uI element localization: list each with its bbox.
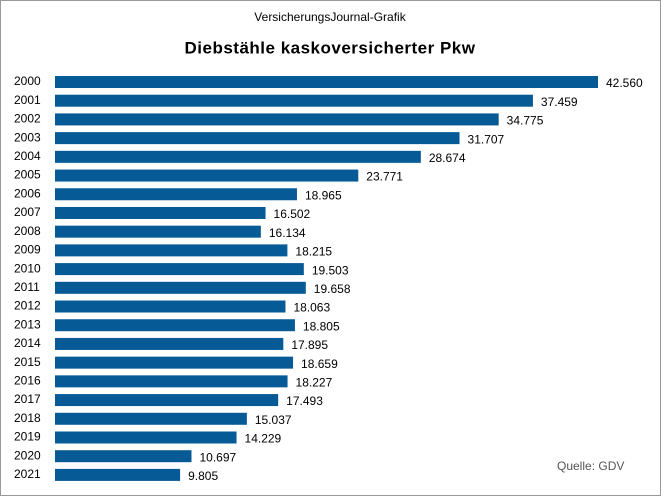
value-label: 9.805 (188, 469, 218, 483)
value-label: 18.965 (305, 188, 342, 202)
y-tick-label: 2015 (14, 355, 41, 369)
bar (55, 431, 237, 444)
bar (55, 375, 288, 388)
bar (55, 150, 421, 163)
y-tick-label: 2012 (14, 299, 41, 313)
value-label: 17.493 (286, 394, 323, 408)
value-label: 19.503 (312, 263, 349, 277)
bar (55, 263, 304, 276)
value-label: 14.229 (245, 432, 282, 446)
value-label: 16.502 (274, 207, 311, 221)
y-tick-label: 2007 (14, 205, 41, 219)
value-label: 16.134 (269, 226, 306, 240)
y-tick-label: 2005 (14, 168, 41, 182)
y-tick-label: 2011 (14, 280, 40, 294)
value-label: 18.805 (303, 319, 340, 333)
value-label: 17.895 (291, 338, 328, 352)
y-tick-label: 2003 (14, 130, 41, 144)
value-label: 18.063 (293, 301, 330, 315)
bar (55, 337, 284, 350)
bar (55, 188, 297, 201)
value-label: 37.459 (541, 95, 578, 109)
chart-title: Diebstähle kaskoversicherter Pkw (185, 38, 476, 57)
header: VersicherungsJournal-Grafik (254, 10, 406, 24)
bar (55, 113, 499, 126)
bar (55, 281, 306, 294)
y-tick-label: 2004 (14, 149, 41, 163)
value-label: 10.697 (199, 450, 236, 464)
bar (55, 244, 288, 257)
y-tick-label: 2006 (14, 186, 41, 200)
value-label: 23.771 (366, 170, 403, 184)
value-label: 18.215 (295, 245, 332, 259)
y-tick-label: 2021 (14, 467, 41, 481)
value-label: 19.658 (314, 282, 351, 296)
source: Quelle: GDV (557, 459, 624, 473)
y-tick-label: 2009 (14, 243, 41, 257)
bar (55, 468, 181, 481)
bar (55, 450, 192, 463)
value-label: 34.775 (507, 114, 544, 128)
y-tick-label: 2020 (14, 448, 41, 462)
bar (55, 132, 460, 145)
bar (55, 300, 286, 313)
bar (55, 206, 266, 219)
value-label: 18.227 (296, 376, 333, 390)
y-tick-label: 2014 (14, 336, 41, 350)
bar (55, 412, 247, 425)
bar (55, 394, 279, 407)
y-tick-label: 2002 (14, 112, 41, 126)
value-label: 18.659 (301, 357, 338, 371)
value-label: 15.037 (255, 413, 292, 427)
bar (55, 94, 533, 107)
bar (55, 169, 359, 182)
value-label: 28.674 (429, 151, 466, 165)
value-label: 31.707 (468, 132, 505, 146)
y-tick-label: 2000 (14, 74, 41, 88)
bar (55, 356, 294, 369)
y-tick-label: 2008 (14, 224, 41, 238)
y-tick-label: 2013 (14, 317, 41, 331)
bar (55, 76, 598, 88)
y-tick-label: 2018 (14, 411, 41, 425)
y-tick-label: 2001 (14, 93, 41, 107)
value-label: 42.560 (606, 76, 643, 90)
bar (55, 319, 295, 332)
y-tick-label: 2017 (14, 392, 41, 406)
y-tick-label: 2019 (14, 430, 41, 444)
y-tick-label: 2010 (14, 261, 41, 275)
y-tick-label: 2016 (14, 374, 41, 388)
bar (55, 225, 261, 238)
